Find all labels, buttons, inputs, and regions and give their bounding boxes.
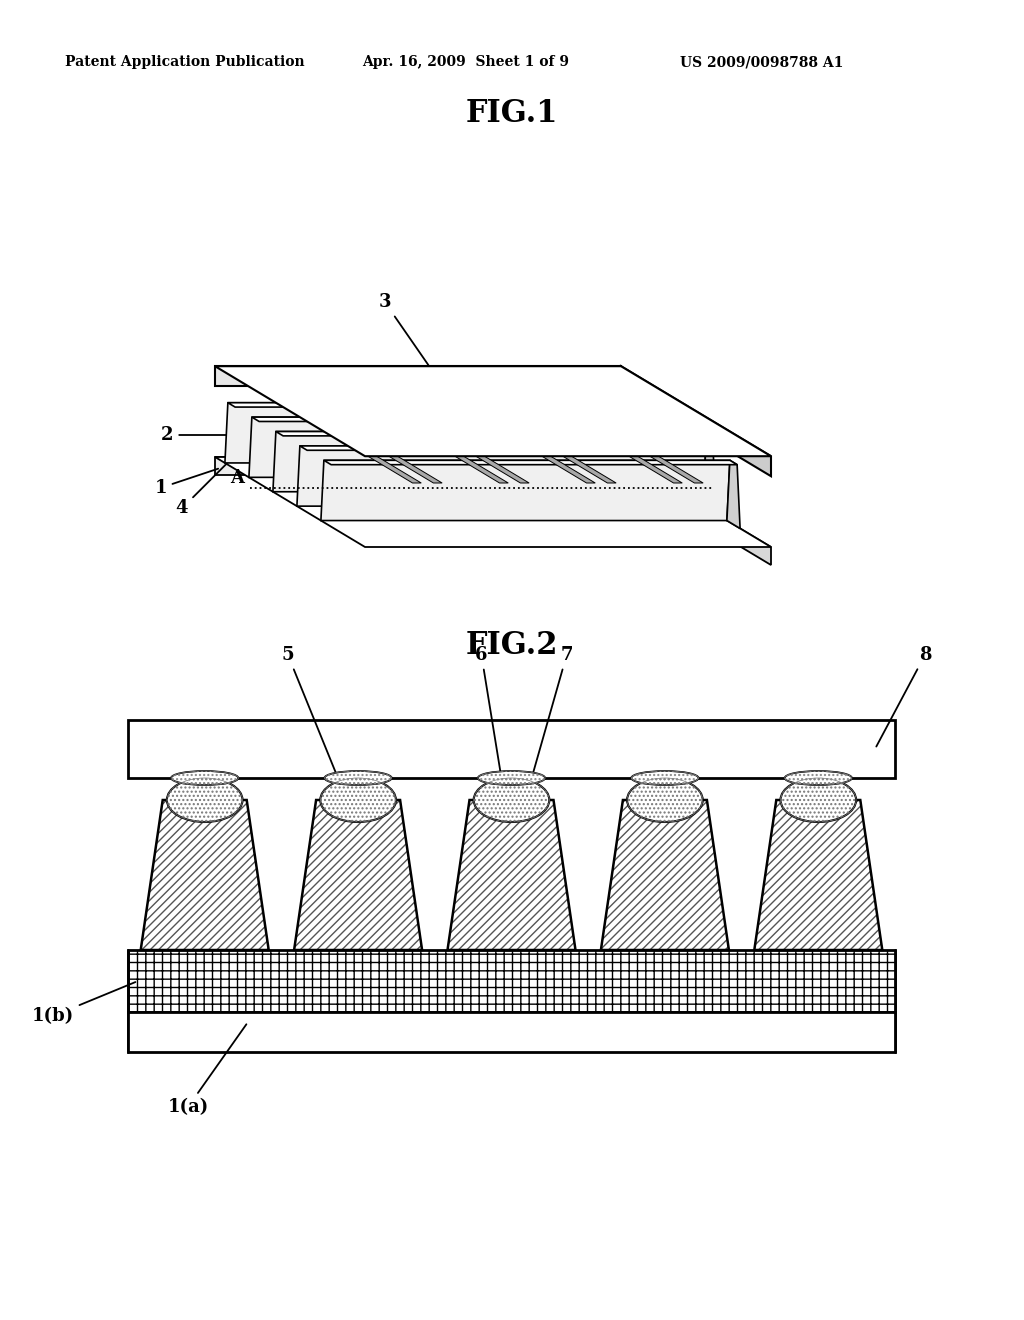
Polygon shape <box>324 461 737 465</box>
Text: 1(b): 1(b) <box>32 982 135 1026</box>
Bar <box>128 950 895 1012</box>
Text: 7: 7 <box>532 645 572 775</box>
Ellipse shape <box>627 777 702 822</box>
Polygon shape <box>215 457 771 546</box>
Polygon shape <box>371 389 379 393</box>
Ellipse shape <box>784 771 852 785</box>
Polygon shape <box>275 432 689 436</box>
Polygon shape <box>262 393 421 483</box>
Polygon shape <box>349 393 508 483</box>
Polygon shape <box>621 366 771 477</box>
Ellipse shape <box>167 777 243 822</box>
Polygon shape <box>655 417 668 486</box>
Polygon shape <box>621 457 771 565</box>
Text: 1(a): 1(a) <box>167 1024 247 1115</box>
Polygon shape <box>284 393 442 483</box>
Polygon shape <box>702 446 716 513</box>
Text: 1: 1 <box>155 469 218 496</box>
Ellipse shape <box>474 777 549 822</box>
Polygon shape <box>545 393 703 483</box>
Polygon shape <box>215 366 621 387</box>
Text: 8: 8 <box>877 645 931 747</box>
Text: Apr. 16, 2009  Sheet 1 of 9: Apr. 16, 2009 Sheet 1 of 9 <box>362 55 569 69</box>
Text: 5: 5 <box>282 645 337 775</box>
Polygon shape <box>436 389 445 393</box>
Polygon shape <box>523 389 532 393</box>
Ellipse shape <box>632 771 698 785</box>
Bar <box>128 719 895 777</box>
Polygon shape <box>631 403 644 471</box>
Polygon shape <box>252 417 666 421</box>
Polygon shape <box>225 403 634 463</box>
Polygon shape <box>601 800 729 950</box>
Bar <box>128 1012 895 1052</box>
Ellipse shape <box>321 777 396 822</box>
Polygon shape <box>228 403 641 407</box>
Text: 2: 2 <box>161 426 229 444</box>
Ellipse shape <box>325 771 392 785</box>
Polygon shape <box>523 393 682 483</box>
Text: 4: 4 <box>176 445 245 517</box>
Text: FIG.1: FIG.1 <box>466 98 558 128</box>
Ellipse shape <box>171 771 239 785</box>
Polygon shape <box>321 461 730 520</box>
Polygon shape <box>436 393 595 483</box>
Polygon shape <box>215 457 621 475</box>
Polygon shape <box>371 393 529 483</box>
Polygon shape <box>349 389 358 393</box>
Text: A: A <box>230 469 245 487</box>
Text: Patent Application Publication: Patent Application Publication <box>65 55 304 69</box>
Polygon shape <box>679 432 692 500</box>
Polygon shape <box>297 446 706 506</box>
Polygon shape <box>262 389 271 393</box>
Polygon shape <box>447 800 575 950</box>
Polygon shape <box>458 389 466 393</box>
Polygon shape <box>545 389 553 393</box>
Polygon shape <box>249 417 657 478</box>
Text: FIG.2: FIG.2 <box>466 630 558 660</box>
Text: 3: 3 <box>379 293 428 366</box>
Polygon shape <box>727 461 740 528</box>
Polygon shape <box>294 800 422 950</box>
Ellipse shape <box>478 771 545 785</box>
Polygon shape <box>300 446 713 450</box>
Ellipse shape <box>780 777 856 822</box>
Polygon shape <box>458 393 616 483</box>
Text: A': A' <box>719 482 738 500</box>
Polygon shape <box>755 800 883 950</box>
Polygon shape <box>284 389 292 393</box>
Text: 6: 6 <box>475 645 501 775</box>
Polygon shape <box>140 800 268 950</box>
Polygon shape <box>273 432 682 492</box>
Polygon shape <box>215 366 771 457</box>
Text: US 2009/0098788 A1: US 2009/0098788 A1 <box>680 55 844 69</box>
